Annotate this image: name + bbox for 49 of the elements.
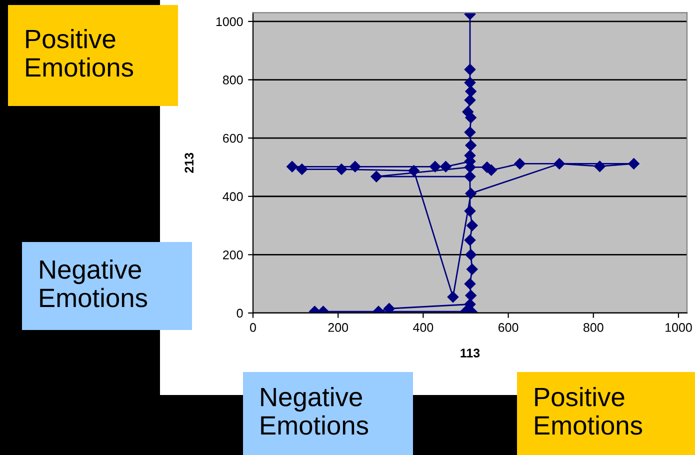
y-tick-label: 1000	[216, 17, 243, 26]
x-tick-label: 1000	[666, 323, 692, 332]
point	[336, 164, 348, 175]
point	[464, 298, 476, 310]
x-tick-label: 600	[498, 323, 518, 332]
y-tick-label: 600	[223, 134, 243, 143]
point	[286, 161, 298, 172]
point	[465, 140, 476, 151]
point	[464, 77, 476, 88]
point	[465, 86, 476, 98]
point	[447, 291, 459, 303]
x-tick-label: 0	[250, 323, 256, 332]
point	[554, 158, 565, 170]
point	[430, 161, 441, 172]
y-tick-label: 200	[223, 250, 243, 260]
point	[466, 220, 478, 232]
x-tick-label: 400	[413, 323, 434, 332]
text: Positive Emotions	[26, 28, 134, 77]
point	[350, 161, 361, 172]
text: Negative Emotions	[261, 386, 368, 435]
point	[464, 64, 476, 76]
point	[514, 158, 526, 170]
x-axis-title: 113	[460, 348, 480, 358]
point	[296, 164, 308, 175]
y-tick-label: 0	[236, 308, 243, 318]
point	[384, 303, 395, 313]
point	[466, 264, 478, 275]
point	[464, 205, 476, 217]
y-tick-label: 800	[222, 76, 243, 84]
text: Positive Emotions	[535, 386, 642, 435]
point	[628, 158, 640, 170]
point	[370, 170, 382, 182]
point	[465, 112, 476, 124]
x-tick-label: 800	[584, 323, 604, 332]
x-tick-label: 200	[328, 323, 348, 332]
point	[464, 234, 476, 246]
point	[464, 126, 476, 138]
point	[408, 165, 420, 176]
point	[465, 249, 476, 260]
point	[440, 161, 452, 172]
point	[465, 188, 476, 200]
point	[464, 278, 476, 290]
point	[594, 160, 606, 172]
point	[464, 94, 476, 106]
y-axis-title: 213	[184, 152, 194, 173]
y-tick-label: 400	[222, 192, 243, 202]
point	[465, 290, 476, 302]
point	[464, 170, 476, 182]
text: Negative Emotions	[40, 259, 148, 308]
